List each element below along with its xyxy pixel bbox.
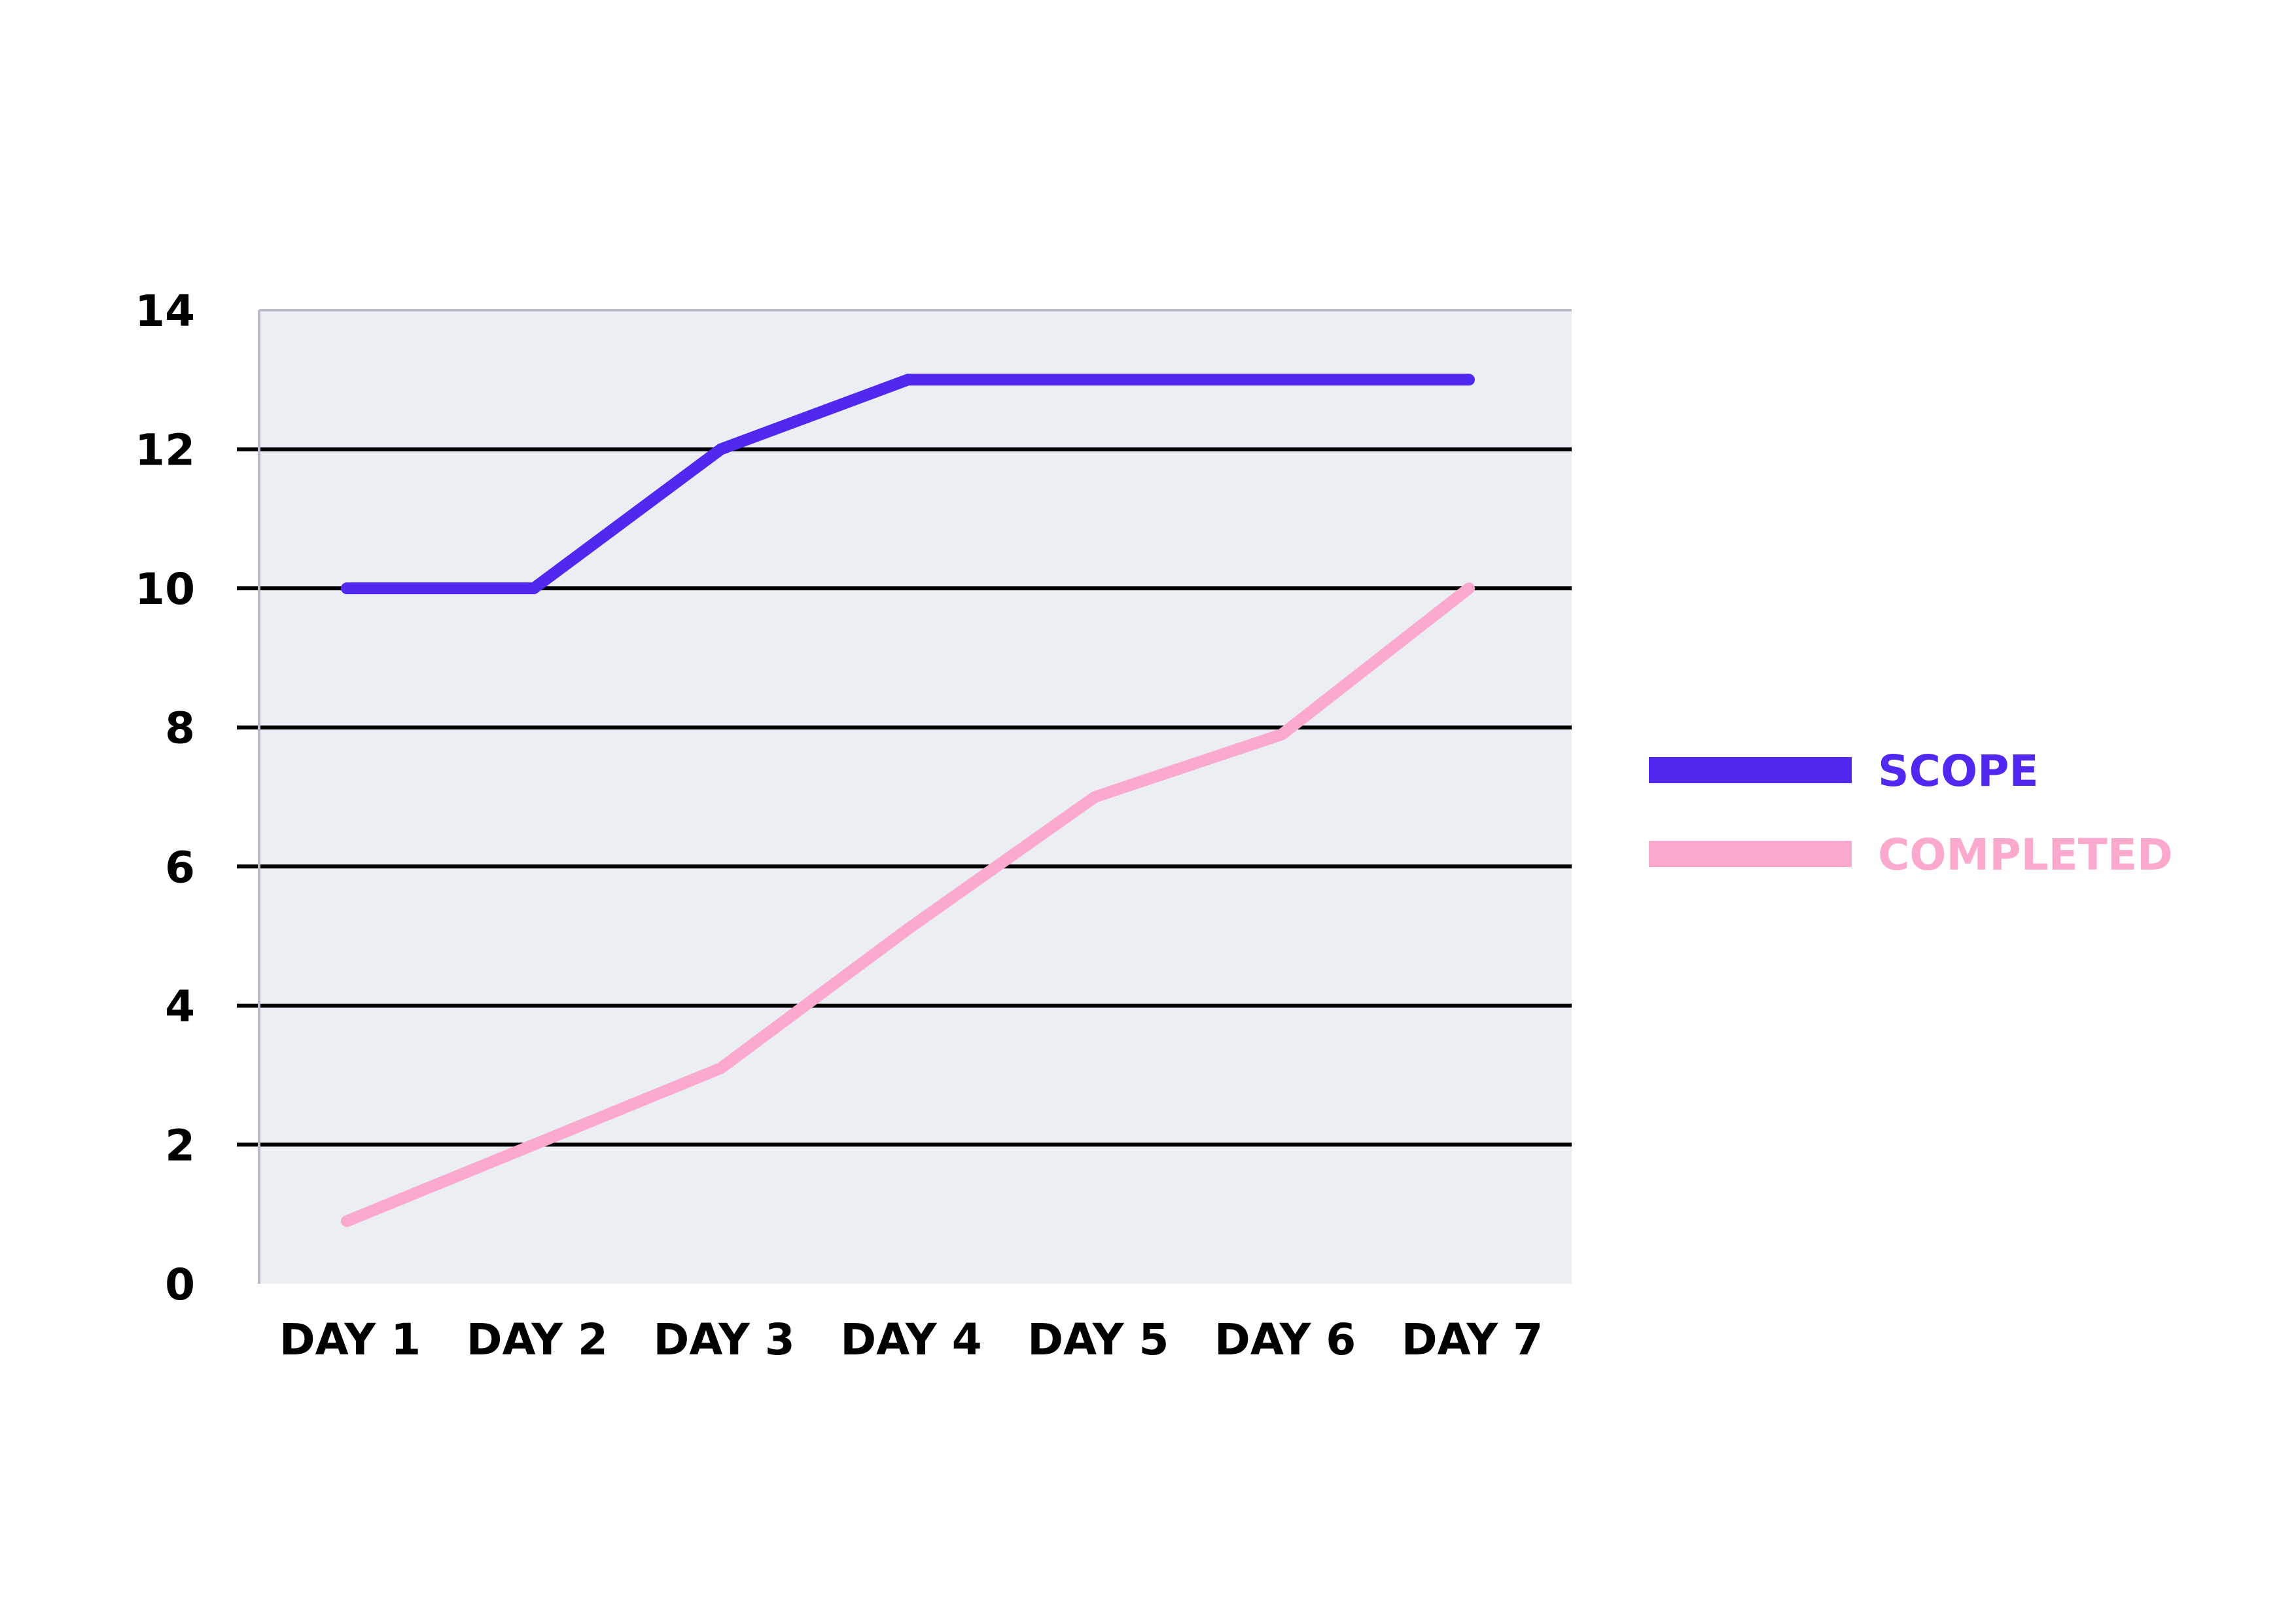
series-line-scope [341,374,1475,595]
y-tick-label: 12 [135,425,195,476]
x-tick-label: DAY 5 [1027,1315,1169,1365]
x-axis-tick-labels: DAY 1 DAY 2 DAY 3 DAY 4 DAY 5 DAY 6 DAY 7 [279,1315,1543,1365]
series-line-completed [341,582,1475,1227]
x-tick-label: DAY 6 [1214,1315,1356,1365]
legend-label-completed: COMPLETED [1878,830,2173,880]
series-lines [341,374,1475,1227]
axis-lines [258,309,1572,1284]
y-tick-label: 10 [135,564,195,614]
y-tick-label: 0 [165,1260,195,1310]
y-tick-label: 2 [165,1120,195,1171]
y-tick-label: 14 [135,286,195,336]
legend-swatch-completed [1649,841,1852,867]
legend-swatch-scope [1649,757,1852,783]
y-axis-tick-labels: 0 2 4 6 8 10 12 14 [135,286,195,1310]
y-tick-label: 6 [165,842,195,892]
y-tick-label: 8 [165,703,195,754]
x-tick-label: DAY 7 [1402,1315,1543,1365]
x-tick-label: DAY 1 [279,1315,421,1365]
legend: SCOPE COMPLETED [1649,746,2173,880]
legend-label-scope: SCOPE [1878,746,2039,796]
plot-area [259,310,1572,1284]
x-tick-label: DAY 2 [467,1315,608,1365]
x-tick-label: DAY 3 [654,1315,795,1365]
x-tick-label: DAY 4 [840,1315,981,1365]
y-tick-label: 4 [165,981,195,1032]
